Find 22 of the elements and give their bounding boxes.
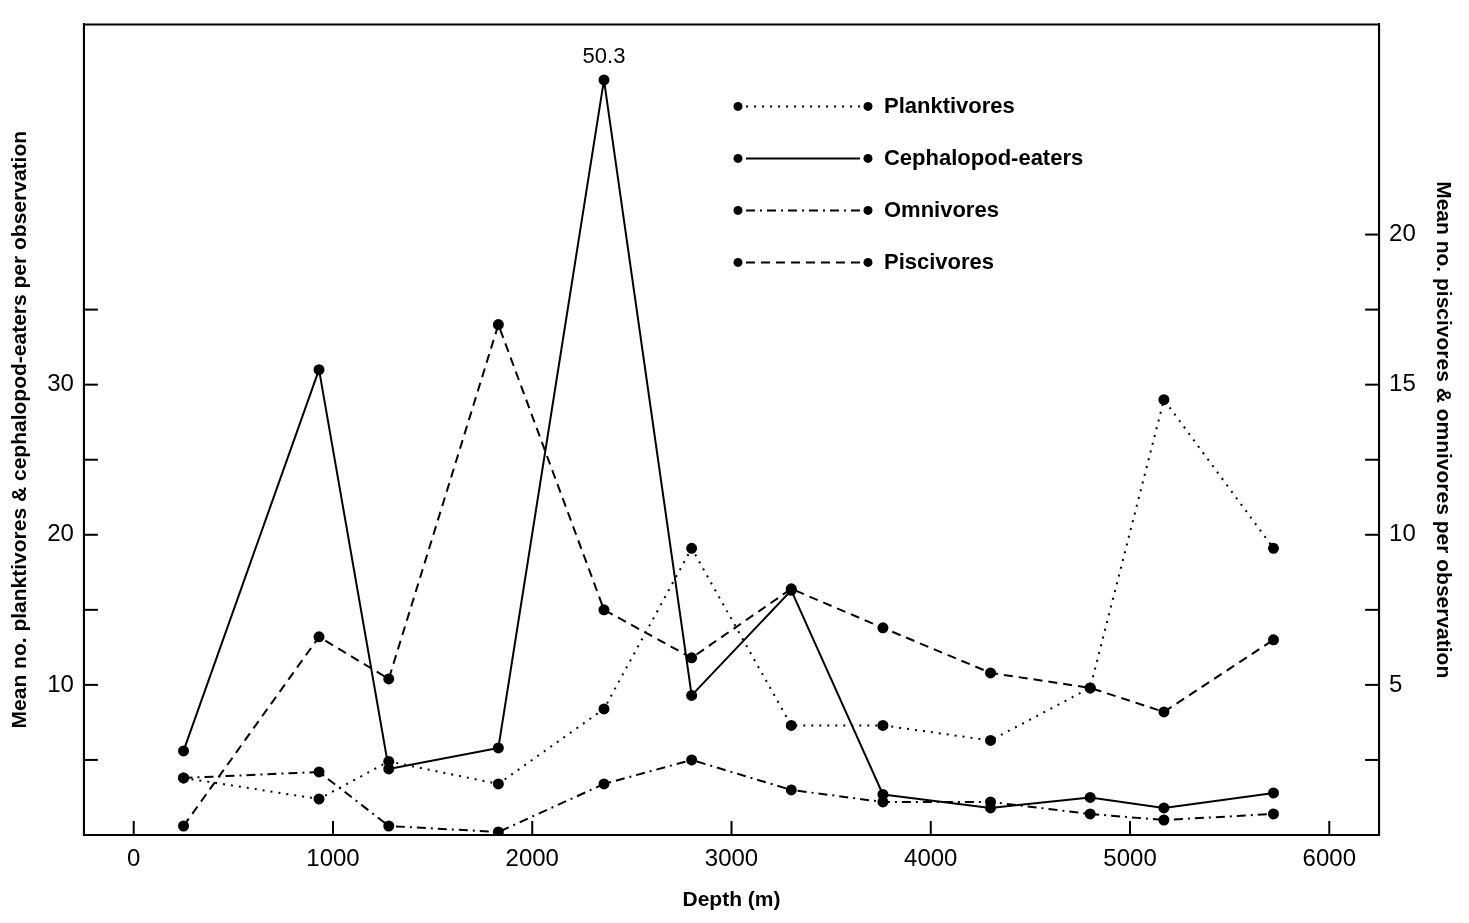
legend-label: Planktivores: [883, 93, 1015, 119]
data-label: 50.3: [582, 43, 626, 68]
y-tick-label: 20: [47, 519, 74, 547]
x-tick-label: 5000: [1103, 844, 1157, 872]
y-tick-label: 30: [47, 369, 74, 397]
y2-tick-label: 20: [1389, 219, 1416, 247]
y2-tick-label: 5: [1389, 669, 1403, 697]
x-axis-title: Depth (m): [682, 887, 781, 911]
x-tick-label: 0: [127, 844, 141, 872]
x-tick-label: 3000: [704, 844, 759, 872]
y-axis-title: Mean no. planktivores & cephalopod-eaters per observation: [7, 130, 31, 729]
x-tick-label: 6000: [1302, 844, 1356, 872]
y-tick-label: 10: [47, 669, 74, 697]
y2-tick-label: 10: [1389, 519, 1416, 547]
x-tick-label: 1000: [306, 844, 360, 872]
x-tick-label: 2000: [505, 844, 559, 872]
legend-label: Cephalopod-eaters: [883, 145, 1084, 171]
y2-tick-label: 15: [1389, 369, 1416, 397]
x-tick-label: 4000: [904, 844, 958, 872]
y2-axis-title: Mean no. piscivores & omnivores per observation: [1432, 181, 1456, 679]
legend-label: Omnivores: [883, 197, 999, 223]
legend-label: Piscivores: [883, 249, 995, 275]
